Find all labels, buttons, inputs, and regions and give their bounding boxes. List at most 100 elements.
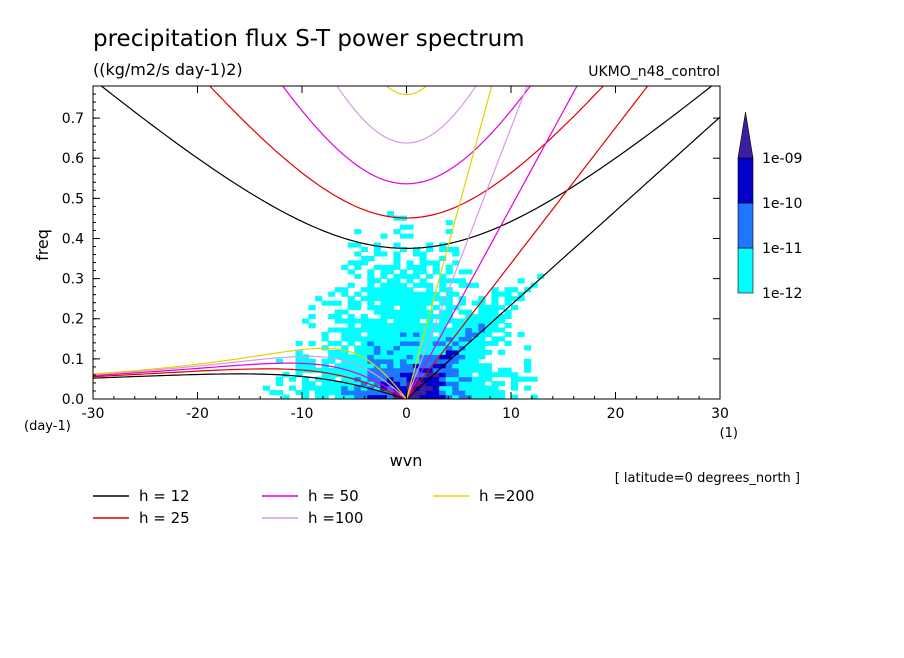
spectrum-cell (399, 287, 408, 293)
spectrum-cell (439, 354, 447, 360)
spectrum-cell (373, 287, 381, 293)
spectrum-cell (347, 300, 355, 306)
spectrum-cell (308, 381, 316, 387)
colorbar-band (737, 202, 754, 249)
spectrum-cell (537, 273, 545, 279)
spectrum-cell (439, 394, 447, 399)
legend-label: h = 50 (308, 487, 359, 505)
spectrum-cell (478, 354, 486, 360)
spectrum-cell (380, 372, 388, 378)
spectrum-cell (426, 242, 434, 248)
spectrum-cell (426, 273, 434, 279)
spectrum-cell (399, 354, 408, 360)
spectrum-cell (334, 381, 342, 387)
spectrum-cell (419, 314, 427, 320)
spectrum-cell (419, 305, 427, 311)
spectrum-cell (426, 260, 434, 266)
spectrum-cell (497, 390, 506, 396)
spectrum-cell (504, 300, 512, 306)
legend-label: h = 12 (139, 487, 190, 505)
spectrum-cell (386, 358, 395, 364)
spectrum-cell (484, 363, 493, 369)
spectrum-cell (439, 296, 447, 302)
spectrum-cell (504, 340, 512, 346)
spectrum-cell (399, 300, 408, 306)
spectrum-cell (354, 318, 362, 324)
spectrum-cell (530, 376, 538, 382)
spectrum-cell (302, 363, 310, 369)
spectrum-cell (275, 381, 284, 387)
spectrum-cell (491, 390, 499, 396)
spectrum-cell (373, 322, 381, 329)
x-tick-label: 0 (402, 406, 411, 422)
spectrum-cell (426, 282, 434, 288)
chart-subtitle: ((kg/m2/s day-1)2) (93, 60, 243, 79)
spectrum-cell (354, 358, 362, 364)
colorbar-band (737, 247, 754, 294)
spectrum-cell (406, 305, 414, 311)
spectrum-cell (511, 381, 519, 387)
spectrum-cell (393, 354, 401, 360)
spectrum-cell (471, 345, 479, 351)
spectrum-cell (386, 349, 395, 355)
spectrum-cell (341, 385, 349, 391)
spectrum-cell (445, 305, 453, 311)
spectrum-cell (328, 385, 336, 391)
spectrum-cell (491, 385, 499, 391)
spectrum-cell (517, 278, 525, 284)
spectrum-cell (419, 278, 427, 284)
spectrum-cell (341, 394, 349, 399)
spectrum-cell (406, 291, 414, 297)
spectrum-cell (511, 305, 519, 311)
spectrum-cell (426, 376, 434, 382)
spectrum-cell (380, 309, 388, 315)
spectrum-cell (432, 291, 440, 297)
spectrum-cell (504, 331, 512, 337)
spectrum-cell (367, 394, 375, 399)
spectrum-cell (432, 314, 440, 320)
spectrum-cell (360, 354, 368, 360)
spectrum-cell (471, 381, 479, 387)
spectrum-cell (432, 260, 440, 266)
spectrum-cell (393, 314, 401, 320)
spectrum-cell (426, 291, 434, 297)
spectrum-cell (432, 372, 440, 378)
spectrum-cell (491, 300, 499, 306)
spectrum-cell (367, 327, 375, 333)
spectrum-cell (465, 390, 473, 396)
spectrum-cell (373, 242, 381, 248)
spectrum-cell (478, 345, 486, 351)
spectrum-cell (354, 251, 362, 257)
spectrum-cell (328, 367, 336, 373)
spectrum-cell (419, 331, 427, 337)
colorbar-extend-triangle (737, 111, 754, 159)
spectrum-cell (380, 300, 388, 306)
spectrum-cell (334, 394, 342, 399)
spectrum-cell (497, 394, 506, 399)
spectrum-cell (478, 363, 486, 369)
dispersion-curve-kelvin-h25 (406, 86, 649, 399)
spectrum-cell (413, 322, 421, 329)
spectrum-cell (419, 291, 427, 297)
spectrum-cell (393, 340, 401, 346)
spectrum-cell (445, 336, 453, 342)
spectrum-cell (367, 318, 375, 324)
spectrum-cell (406, 354, 414, 360)
spectrum-cell (308, 305, 316, 311)
spectrum-cell (439, 376, 447, 382)
spectrum-cell (419, 296, 427, 302)
spectrum-cell (341, 291, 349, 297)
spectrum-cell (373, 372, 381, 378)
spectrum-cell (386, 211, 395, 217)
spectrum-cell (452, 372, 460, 378)
spectrum-cell (478, 349, 486, 355)
spectrum-cell (419, 358, 427, 364)
spectrum-cell (386, 296, 395, 302)
spectrum-cell (302, 318, 310, 324)
spectrum-cell (354, 300, 362, 306)
spectrum-cell (393, 318, 401, 324)
spectrum-cell (413, 296, 421, 302)
spectrum-cell (380, 233, 388, 239)
spectrum-cell (413, 269, 421, 275)
spectrum-cell (471, 367, 479, 373)
